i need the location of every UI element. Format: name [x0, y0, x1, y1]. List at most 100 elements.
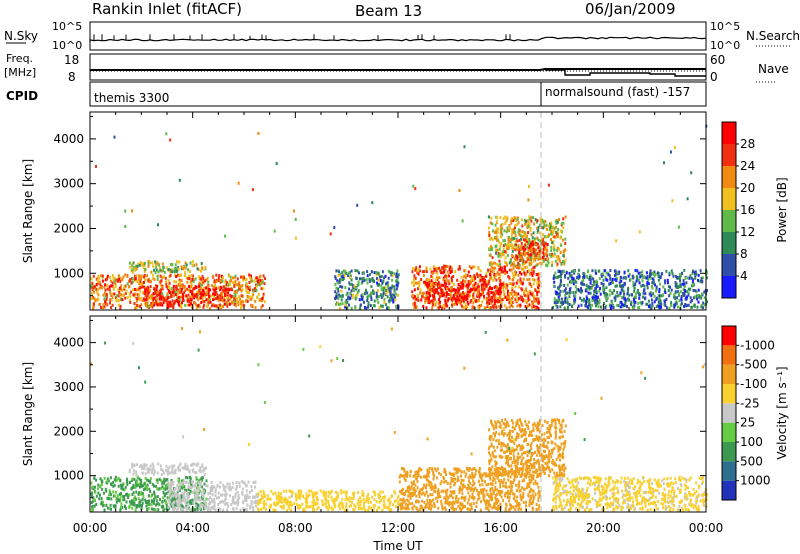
data-cell — [199, 489, 202, 493]
data-cell — [384, 286, 387, 290]
data-cell — [387, 269, 390, 273]
data-cell — [477, 283, 480, 287]
data-cell — [431, 284, 434, 288]
data-cell — [518, 255, 521, 259]
data-cell — [188, 303, 191, 307]
data-cell — [119, 483, 122, 487]
data-cell — [92, 285, 95, 289]
data-cell — [388, 289, 391, 293]
data-cell — [453, 296, 456, 300]
data-cell — [384, 505, 387, 509]
data-cell — [205, 497, 208, 501]
data-cell — [129, 500, 131, 504]
data-cell — [368, 279, 371, 283]
data-cell — [504, 295, 507, 299]
data-cell — [238, 281, 241, 285]
data-cell — [108, 285, 111, 289]
data-cell — [604, 292, 607, 296]
data-cell — [157, 223, 159, 227]
data-cell — [542, 254, 545, 258]
data-cell — [249, 506, 251, 510]
data-cell — [160, 269, 163, 273]
data-cell — [636, 275, 639, 279]
data-cell — [240, 304, 243, 308]
data-cell — [510, 237, 513, 241]
data-cell — [427, 290, 429, 294]
data-cell — [143, 482, 146, 486]
data-cell — [543, 258, 545, 262]
data-cell — [556, 298, 558, 302]
data-cell — [173, 267, 176, 271]
data-cell — [543, 220, 546, 224]
data-cell — [510, 268, 513, 272]
data-cell — [213, 504, 216, 508]
data-cell — [182, 285, 184, 289]
data-cell — [179, 501, 182, 505]
data-cell — [541, 242, 544, 245]
data-cell — [150, 503, 153, 507]
data-cell — [222, 285, 225, 289]
data-cell — [630, 301, 633, 305]
velocity-region — [256, 489, 400, 512]
data-cell — [207, 284, 210, 288]
data-cell — [641, 270, 644, 274]
data-cell — [544, 258, 547, 261]
power-region — [552, 268, 708, 310]
data-cell — [160, 473, 163, 477]
data-cell — [279, 505, 282, 508]
data-cell — [627, 274, 630, 278]
data-cell — [227, 486, 230, 490]
data-cell — [418, 281, 421, 285]
data-cell — [436, 267, 439, 271]
data-cell — [504, 260, 507, 264]
data-cell — [573, 271, 576, 275]
data-cell — [428, 483, 431, 487]
data-cell — [215, 287, 218, 291]
data-cell — [692, 278, 694, 282]
data-cell — [615, 239, 618, 243]
data-cell — [184, 500, 187, 504]
data-cell — [483, 487, 486, 491]
data-cell — [350, 496, 353, 500]
data-cell — [135, 490, 138, 494]
data-cell — [467, 270, 470, 274]
data-cell — [511, 247, 514, 250]
data-cell — [637, 301, 640, 305]
data-cell — [490, 276, 493, 280]
data-cell — [228, 488, 231, 492]
data-cell — [556, 230, 559, 234]
data-cell — [434, 303, 437, 307]
data-cell — [574, 294, 577, 298]
data-cell — [562, 289, 565, 293]
data-cell — [525, 301, 528, 305]
data-cell — [242, 300, 244, 304]
data-cell — [259, 498, 262, 502]
data-cell — [506, 247, 508, 251]
data-cell — [412, 279, 415, 283]
data-cell — [169, 302, 172, 306]
data-cell — [633, 286, 636, 290]
data-cell — [438, 266, 440, 270]
data-cell — [115, 298, 118, 302]
data-cell — [165, 282, 168, 286]
data-cell — [516, 239, 519, 243]
data-cell — [217, 295, 220, 299]
data-cell — [376, 508, 378, 512]
data-cell — [493, 294, 496, 298]
data-cell — [529, 256, 532, 260]
data-cell — [618, 270, 621, 274]
data-cell — [553, 248, 556, 252]
data-cell — [589, 275, 591, 279]
data-cell — [109, 491, 112, 495]
data-cell — [186, 303, 189, 307]
data-cell — [469, 274, 472, 278]
data-cell — [185, 475, 188, 479]
data-cell — [449, 293, 452, 297]
data-cell — [364, 291, 367, 295]
data-cell — [438, 284, 440, 288]
data-cell — [93, 504, 96, 508]
data-cell — [161, 285, 164, 289]
data-cell — [675, 301, 678, 305]
data-cell — [182, 480, 185, 484]
data-cell — [498, 283, 501, 287]
